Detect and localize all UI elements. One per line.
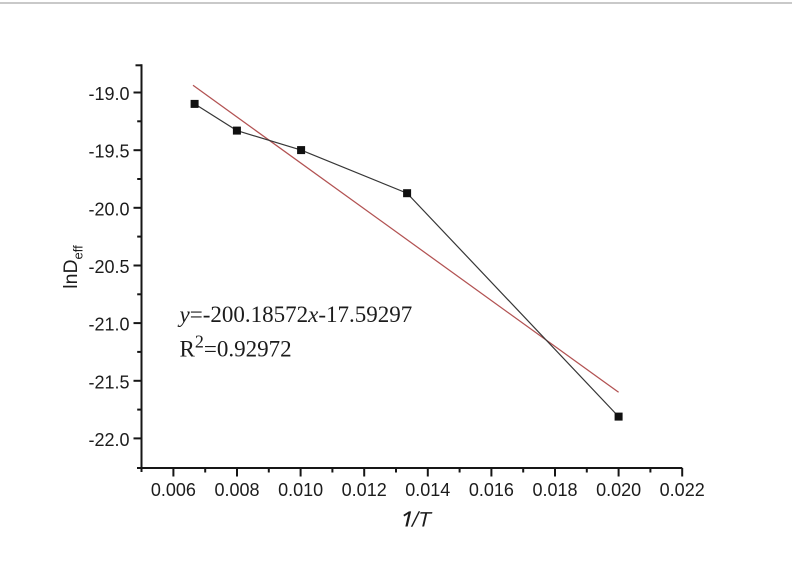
svg-text:-19.5: -19.5 <box>88 142 129 162</box>
svg-text:/T: /T <box>410 508 434 532</box>
svg-text:-20.0: -20.0 <box>88 199 129 219</box>
svg-text:0.008: 0.008 <box>214 480 259 500</box>
svg-text:0.022: 0.022 <box>660 480 705 500</box>
svg-text:0.014: 0.014 <box>405 480 450 500</box>
svg-text:0.020: 0.020 <box>596 480 641 500</box>
svg-text:-21.0: -21.0 <box>88 315 129 335</box>
svg-text:-20.5: -20.5 <box>88 257 129 277</box>
svg-text:0.012: 0.012 <box>342 480 387 500</box>
svg-text:0.010: 0.010 <box>278 480 323 500</box>
svg-text:lnDeff: lnDeff <box>60 245 86 289</box>
svg-text:0.018: 0.018 <box>532 480 577 500</box>
svg-text:-19.0: -19.0 <box>88 84 129 104</box>
svg-text:0.016: 0.016 <box>469 480 514 500</box>
svg-text:0.006: 0.006 <box>151 480 196 500</box>
svg-text:-22.0: -22.0 <box>88 430 129 450</box>
svg-text:-21.5: -21.5 <box>88 372 129 392</box>
svg-text:y=-200.18572x-17.59297: y=-200.18572x-17.59297 <box>178 302 413 327</box>
